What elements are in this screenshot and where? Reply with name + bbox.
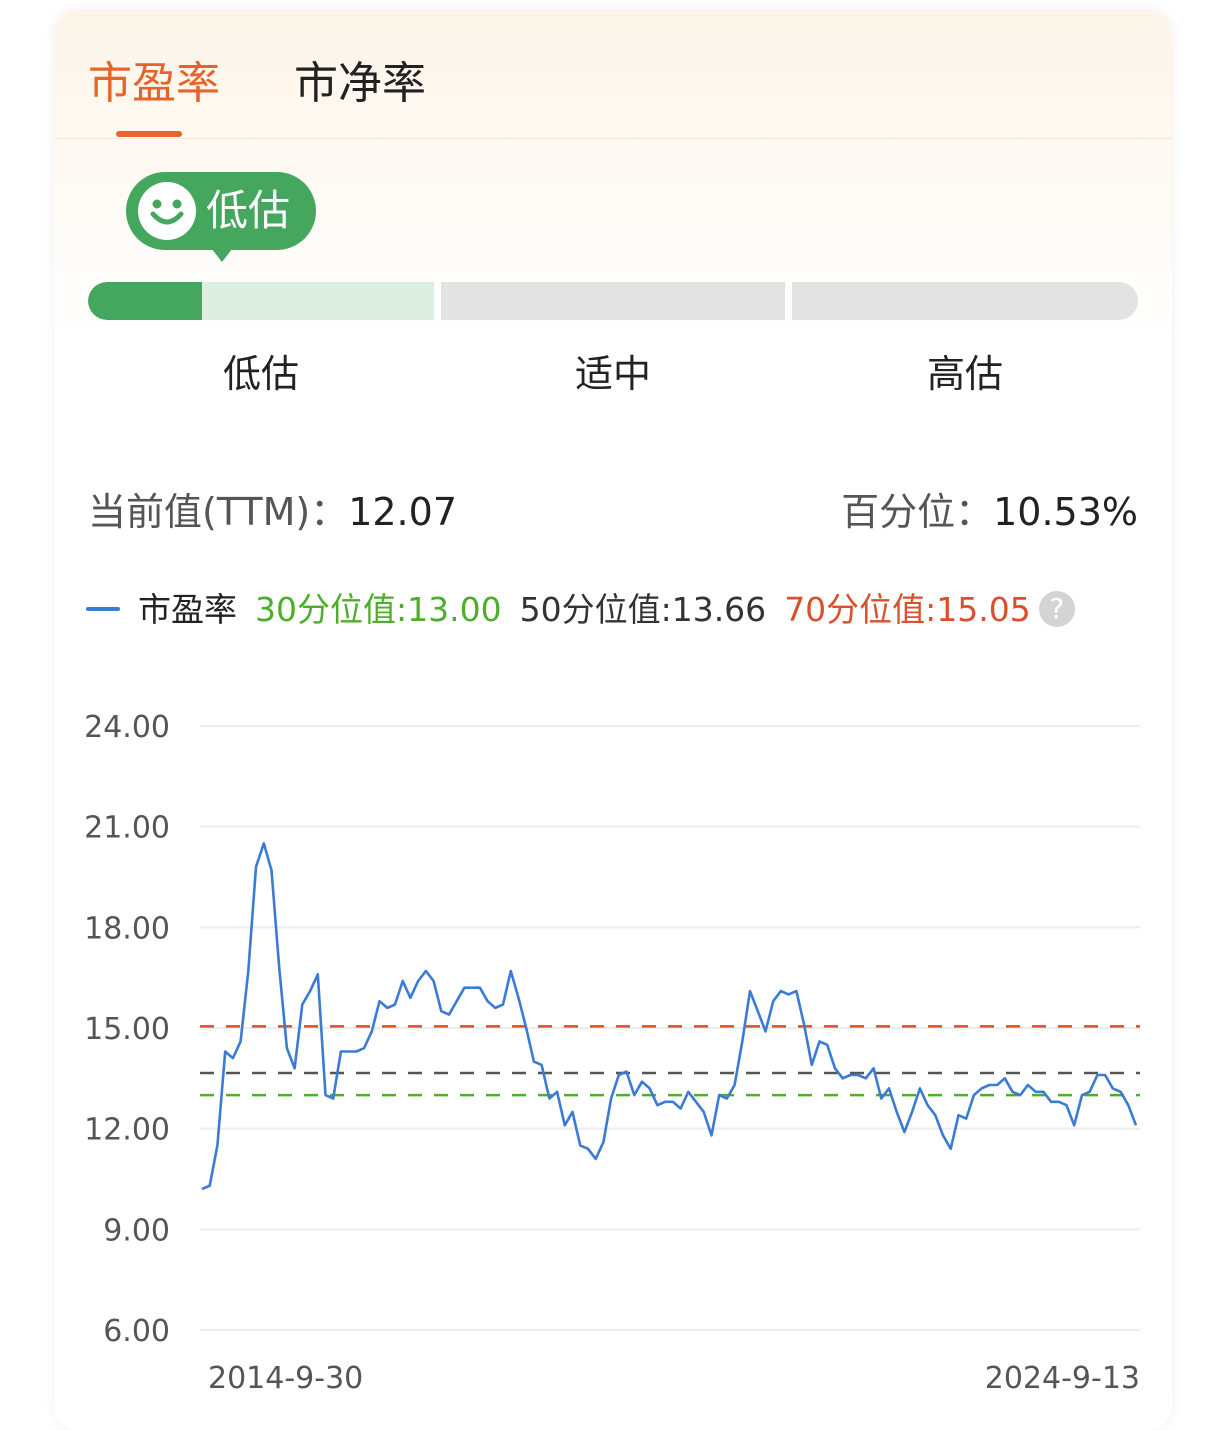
current-value-label: 当前值(TTM)： (88, 490, 349, 534)
scale-segment-low (88, 282, 434, 320)
tab-pb-ratio[interactable]: 市净率 (294, 58, 426, 109)
tab-divider (54, 138, 1172, 139)
y-tick-label: 24.00 (84, 710, 170, 745)
smiley-icon (138, 182, 196, 240)
scale-progress-fill (88, 282, 203, 320)
legend-p70: 70分位值:15.05 (784, 590, 1031, 629)
scale-label-low: 低估 (222, 352, 299, 396)
y-tick-label: 6.00 (103, 1314, 170, 1349)
chart-legend: 市盈率 30分位值:13.00 50分位值:13.66 70分位值:15.05? (86, 585, 1093, 635)
active-tab-indicator (116, 131, 182, 137)
current-value: 当前值(TTM)：12.07 (88, 484, 457, 540)
scale-label-high: 高估 (926, 352, 1003, 396)
y-tick-label: 18.00 (84, 911, 170, 946)
x-tick-label-start: 2014-9-30 (208, 1361, 363, 1396)
pe-line-chart: 24.00 21.00 18.00 15.00 12.00 9.00 6.00 2014-9-… (84, 710, 1140, 1396)
tab-pe-ratio[interactable]: 市盈率 (88, 58, 220, 109)
scale-segment-mid (441, 282, 785, 320)
valuation-badge: 低估 (126, 172, 316, 250)
y-tick-label: 21.00 (84, 811, 170, 846)
percentile: 百分位：10.53% (841, 484, 1138, 540)
pe-series-line (201, 842, 1138, 1191)
x-tick-label-end: 2024-9-13 (985, 1361, 1140, 1396)
legend-p30: 30分位值:13.00 (255, 590, 502, 629)
legend-p50: 50分位值:13.66 (519, 590, 767, 629)
y-tick-label: 15.00 (84, 1012, 170, 1047)
badge-pointer (208, 244, 236, 262)
y-tick-label: 12.00 (84, 1113, 170, 1148)
legend-line-icon (86, 606, 120, 611)
percentile-value: 10.53% (993, 490, 1138, 534)
percentile-label: 百分位： (841, 490, 994, 534)
legend-series: 市盈率 (138, 590, 237, 629)
scale-segment-high (792, 282, 1138, 320)
valuation-card: 市盈率 市净率 低估 低估 适中 高估 当前值(TTM)：12.07 百分位：1… (54, 10, 1172, 1430)
y-tick-label: 9.00 (103, 1213, 170, 1248)
current-value-number: 12.07 (348, 490, 457, 534)
help-icon[interactable]: ? (1038, 590, 1075, 627)
scale-label-mid: 适中 (574, 352, 651, 396)
valuation-badge-label: 低估 (206, 186, 291, 235)
